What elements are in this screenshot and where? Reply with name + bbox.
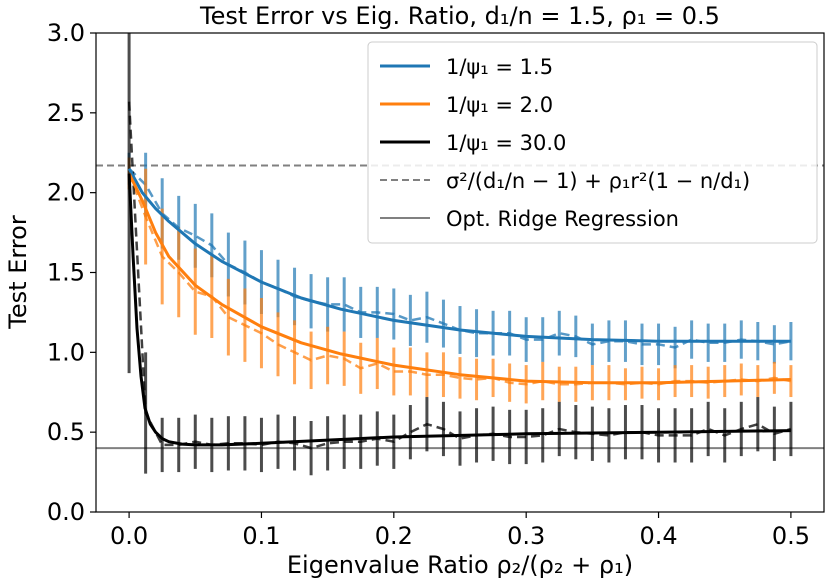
- y-axis-label: Test Error: [4, 215, 32, 330]
- x-tick-label: 0.5: [772, 522, 810, 550]
- y-tick-label: 2.5: [47, 99, 85, 127]
- legend: 1/ψ₁ = 1.5 1/ψ₁ = 2.0 1/ψ₁ = 30.0 σ²/(d₁/n …: [367, 41, 818, 244]
- series-3-theory-line: [127, 173, 791, 447]
- series-1-theory-line: [127, 167, 791, 343]
- x-tick-label: 0.2: [375, 522, 413, 550]
- y-tick-label: 0.0: [47, 498, 85, 526]
- y-tick-label: 2.0: [47, 179, 85, 207]
- legend-box: [367, 41, 818, 244]
- y-tick-label: 1.5: [47, 259, 85, 287]
- x-tick-label: 0.4: [639, 522, 677, 550]
- x-tick-label: 0.1: [242, 522, 280, 550]
- axes: 0.0 0.1 0.2 0.3 0.4 0.5 0.0 0.5 1.0 1.5 2.0 2.5 3.0: [47, 19, 825, 550]
- legend-entry-series-2-label: 1/ψ₁ = 2.0: [446, 93, 553, 117]
- legend-entry-reference-1-label: σ²/(d₁/n − 1) + ρ₁r²(1 − n/d₁): [446, 169, 750, 193]
- x-tick-label: 0.3: [507, 522, 545, 550]
- plot-area: [96, 33, 824, 476]
- chart-title: Test Error vs Eig. Ratio, d₁/n = 1.5, ρ₁…: [199, 2, 720, 30]
- series-2-theory-line: [127, 172, 791, 385]
- y-tick-label: 0.5: [47, 418, 85, 446]
- x-tick-label: 0.0: [110, 522, 148, 550]
- legend-entry-series-1-label: 1/ψ₁ = 1.5: [446, 55, 553, 79]
- x-axis-label: Eigenvalue Ratio ρ₂/(ρ₂ + ρ₁): [287, 551, 633, 579]
- y-tick-label: 1.0: [47, 338, 85, 366]
- legend-entry-series-3-label: 1/ψ₁ = 30.0: [446, 131, 566, 155]
- y-tick-label: 3.0: [47, 19, 85, 47]
- legend-entry-reference-2-label: Opt. Ridge Regression: [446, 207, 679, 231]
